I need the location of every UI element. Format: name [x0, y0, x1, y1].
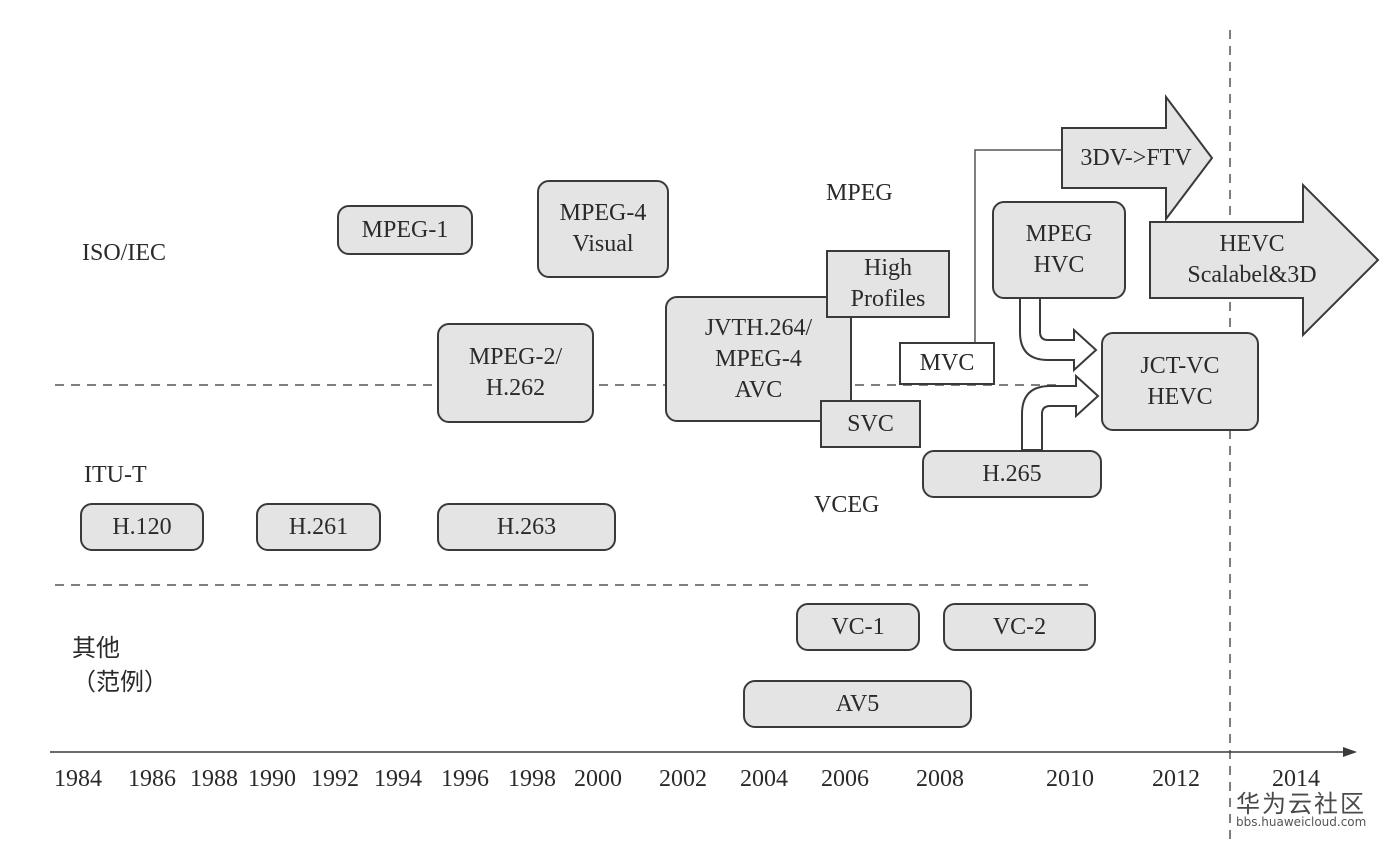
hevc-arrow-shape	[1149, 182, 1380, 338]
year-2000: 2000	[574, 766, 622, 792]
year-2012: 2012	[1152, 766, 1200, 792]
year-1988: 1988	[190, 766, 238, 792]
box-h265: H.265	[922, 450, 1102, 498]
year-2002: 2002	[659, 766, 707, 792]
box-h263: H.263	[437, 503, 616, 551]
row-label-other: 其他 （范例）	[72, 636, 168, 696]
arrow-label-3dv-ftv: 3DV->FTV	[1080, 145, 1192, 171]
mvc-connector	[974, 149, 1062, 342]
group-label-mpeg: MPEG	[826, 180, 893, 206]
year-1984: 1984	[54, 766, 102, 792]
watermark-title: 华为云社区	[1236, 790, 1366, 818]
box-mpeg-1: MPEG-1	[337, 205, 473, 255]
box-vc-1: VC-1	[796, 603, 920, 651]
row-label-iso-iec: ISO/IEC	[82, 240, 166, 266]
box-h261: H.261	[256, 503, 381, 551]
year-1994: 1994	[374, 766, 422, 792]
box-jct-vc-hevc: JCT-VC HEVC	[1101, 332, 1259, 431]
year-1986: 1986	[128, 766, 176, 792]
year-1992: 1992	[311, 766, 359, 792]
year-2004: 2004	[740, 766, 788, 792]
year-1998: 1998	[508, 766, 556, 792]
year-2010: 2010	[1046, 766, 1094, 792]
box-svc: SVC	[820, 400, 921, 448]
row-label-itu-t: ITU-T	[84, 462, 147, 488]
box-mpeg-2-h262: MPEG-2/ H.262	[437, 323, 594, 423]
box-mpeg-hvc: MPEG HVC	[992, 201, 1126, 299]
box-mvc: MVC	[899, 342, 995, 385]
h265-to-jctvc-arrow	[1021, 373, 1100, 451]
arrow-label-hevc-scalable-3d: HEVC Scalabel&3D	[1187, 231, 1317, 288]
watermark-url: bbs.huaweicloud.com	[1236, 815, 1367, 829]
box-mpeg-4-visual: MPEG-4 Visual	[537, 180, 669, 278]
box-h120: H.120	[80, 503, 204, 551]
box-av5: AV5	[743, 680, 972, 728]
hvc-to-jctvc-arrow	[1019, 297, 1098, 373]
year-1996: 1996	[441, 766, 489, 792]
box-high-profiles: High Profiles	[826, 250, 950, 318]
box-vc-2: VC-2	[943, 603, 1096, 651]
ftv-arrow-shape	[1061, 94, 1214, 222]
year-2014: 2014	[1272, 766, 1320, 792]
year-1990: 1990	[248, 766, 296, 792]
year-2008: 2008	[916, 766, 964, 792]
year-2006: 2006	[821, 766, 869, 792]
group-label-vceg: VCEG	[814, 492, 880, 518]
